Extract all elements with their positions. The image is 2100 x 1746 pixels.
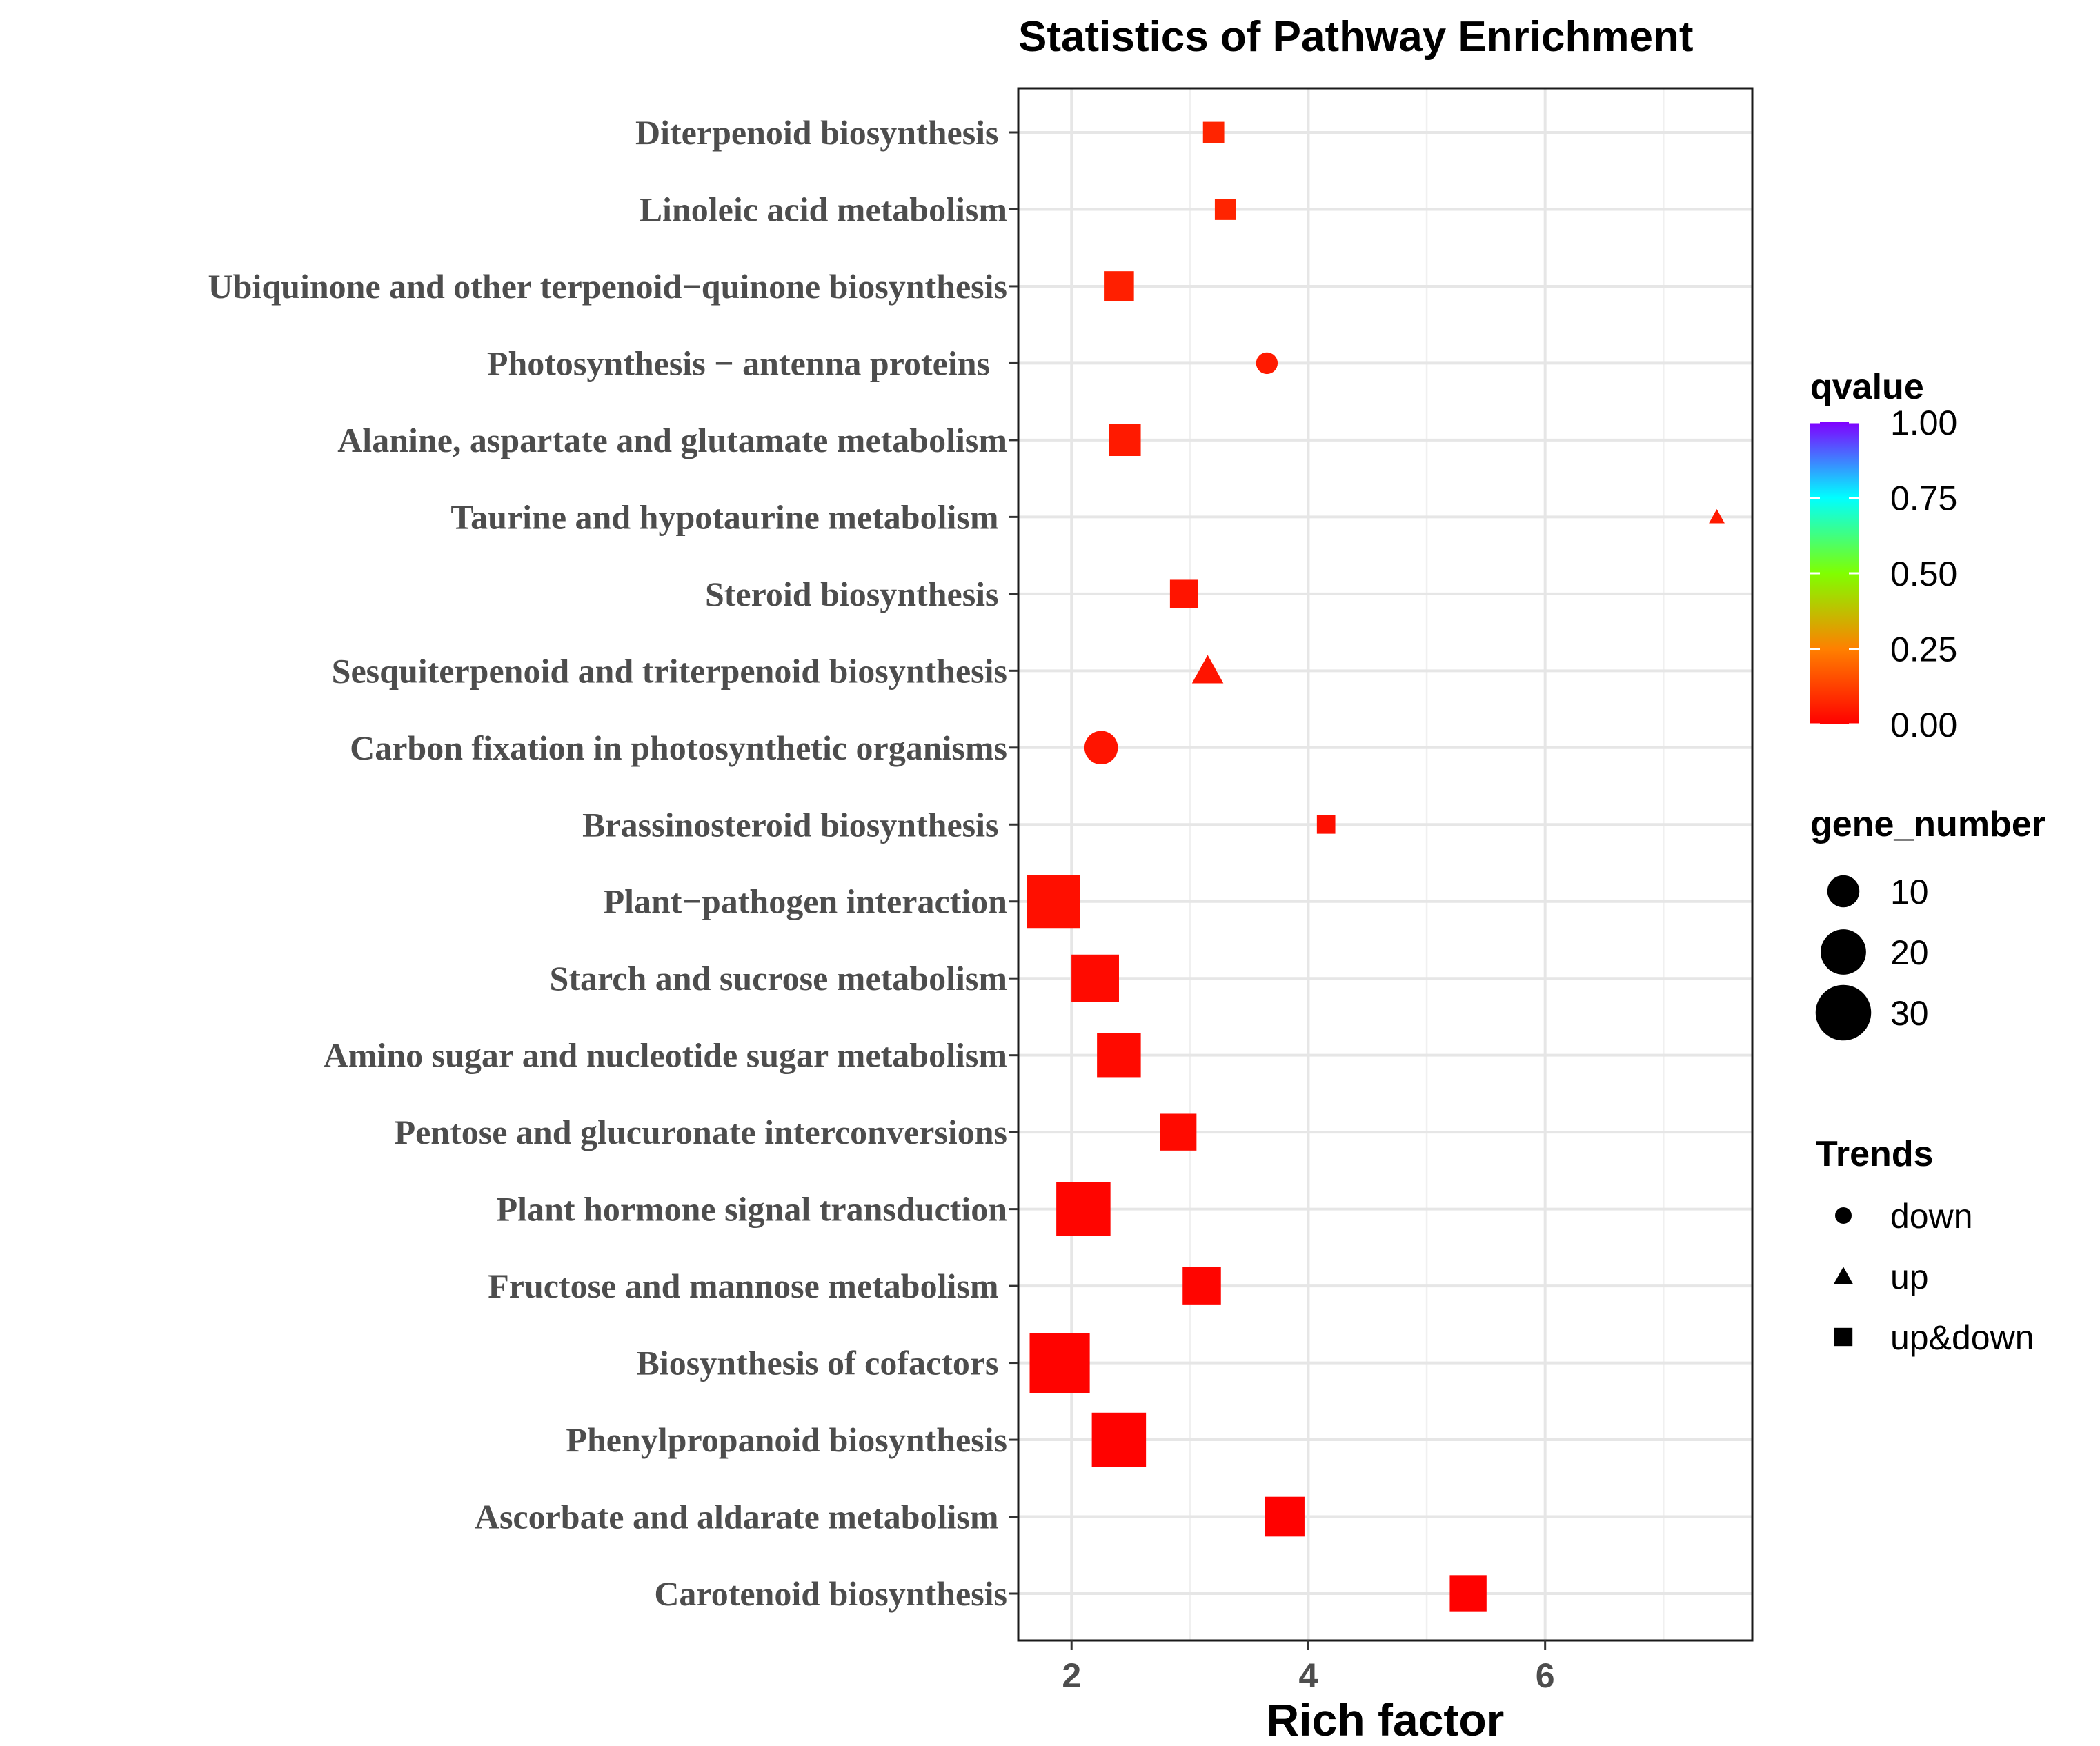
x-tick-label: 6 <box>1536 1656 1555 1695</box>
data-point <box>1449 1575 1487 1612</box>
data-point <box>1029 1333 1090 1393</box>
data-point <box>1104 271 1134 301</box>
legend-colorbar-label: 0.75 <box>1890 479 1957 518</box>
data-point <box>1084 731 1118 765</box>
y-tick-label: Taurine and hypotaurine metabolism <box>450 497 1007 536</box>
legend-gene-number-title: gene_number <box>1810 804 2045 844</box>
data-point <box>1160 1113 1197 1151</box>
x-axis: 2 4 6 <box>1062 1640 1555 1695</box>
legend-size-label: 30 <box>1890 994 1929 1033</box>
data-point <box>1214 199 1236 220</box>
y-tick-label: Carbon fixation in photosynthetic organi… <box>350 728 1007 767</box>
legend-colorbar-label: 1.00 <box>1890 404 1957 442</box>
y-tick-label: Alanine, aspartate and glutamate metabol… <box>337 421 1007 459</box>
legend-qvalue-title: qvalue <box>1810 367 1924 407</box>
y-tick-label: Amino sugar and nucleotide sugar metabol… <box>324 1036 1007 1075</box>
data-point <box>1109 424 1141 456</box>
legend-size-key <box>1815 984 1872 1041</box>
x-axis-title: Rich factor <box>1267 1694 1505 1745</box>
data-point <box>1316 815 1336 834</box>
legend-size-label: 10 <box>1890 873 1929 911</box>
legend-shape-label: up <box>1890 1258 1929 1296</box>
legend-size-key <box>1827 875 1860 908</box>
y-tick-label: Steroid biosynthesis <box>705 575 1007 613</box>
y-tick-label: Brassinosteroid biosynthesis <box>582 805 1007 844</box>
y-tick-label: Fructose and mannose metabolism <box>488 1267 1007 1305</box>
legend-size-key <box>1821 929 1866 975</box>
data-point <box>1202 121 1225 143</box>
legend-shape-key <box>1835 1207 1852 1224</box>
legend-shape-key <box>1834 1267 1853 1284</box>
y-tick-label: Ascorbate and aldarate metabolism <box>475 1498 1007 1536</box>
data-point <box>1256 352 1278 375</box>
data-point <box>1097 1033 1141 1078</box>
legend-trends-title: Trends <box>1816 1134 1934 1174</box>
chart-title: Statistics of Pathway Enrichment <box>1018 13 1693 61</box>
data-points <box>1027 121 1725 1612</box>
y-tick-label: Plant hormone signal transduction <box>497 1190 1008 1229</box>
y-tick-label: Ubiquinone and other terpenoid−quinone b… <box>208 267 1007 306</box>
x-tick-label: 4 <box>1299 1656 1318 1695</box>
y-tick-label: Linoleic acid metabolism <box>640 190 1007 228</box>
y-tick-label: Diterpenoid biosynthesis <box>635 113 1007 152</box>
data-point <box>1027 875 1080 929</box>
legend-shape-label: down <box>1890 1197 1973 1236</box>
grid <box>1018 88 1752 1640</box>
legend-colorbar-label: 0.00 <box>1890 706 1957 744</box>
y-tick-label: Pentose and glucuronate interconversions <box>395 1113 1007 1151</box>
data-point <box>1191 655 1224 684</box>
data-point <box>1709 508 1725 524</box>
y-tick-label: Plant−pathogen interaction <box>604 882 1008 921</box>
data-point <box>1071 954 1119 1002</box>
y-axis: Diterpenoid biosynthesis Linoleic acid m… <box>208 113 1018 1613</box>
data-point <box>1182 1267 1221 1305</box>
legend-shape-key <box>1834 1327 1853 1347</box>
y-tick-label: Carotenoid biosynthesis <box>654 1574 1007 1613</box>
data-point <box>1265 1496 1305 1537</box>
legend-shape-label: up&down <box>1890 1318 2034 1357</box>
legend-colorbar-label: 0.25 <box>1890 631 1957 669</box>
y-tick-label: Starch and sucrose metabolism <box>550 959 1007 998</box>
plot-panel-border <box>1017 87 1754 1642</box>
data-point <box>1091 1412 1147 1467</box>
y-tick-label: Sesquiterpenoid and triterpenoid biosynt… <box>332 651 1007 690</box>
data-point <box>1169 579 1198 608</box>
x-tick-label: 2 <box>1062 1656 1081 1695</box>
y-tick-label: Biosynthesis of cofactors <box>637 1344 1007 1382</box>
legend-size-label: 20 <box>1890 933 1929 972</box>
y-tick-label: Photosynthesis − antenna proteins <box>487 344 1007 382</box>
data-point <box>1056 1182 1111 1236</box>
y-tick-label: Phenylpropanoid biosynthesis <box>566 1420 1007 1459</box>
legend-colorbar-label: 0.50 <box>1890 555 1957 593</box>
